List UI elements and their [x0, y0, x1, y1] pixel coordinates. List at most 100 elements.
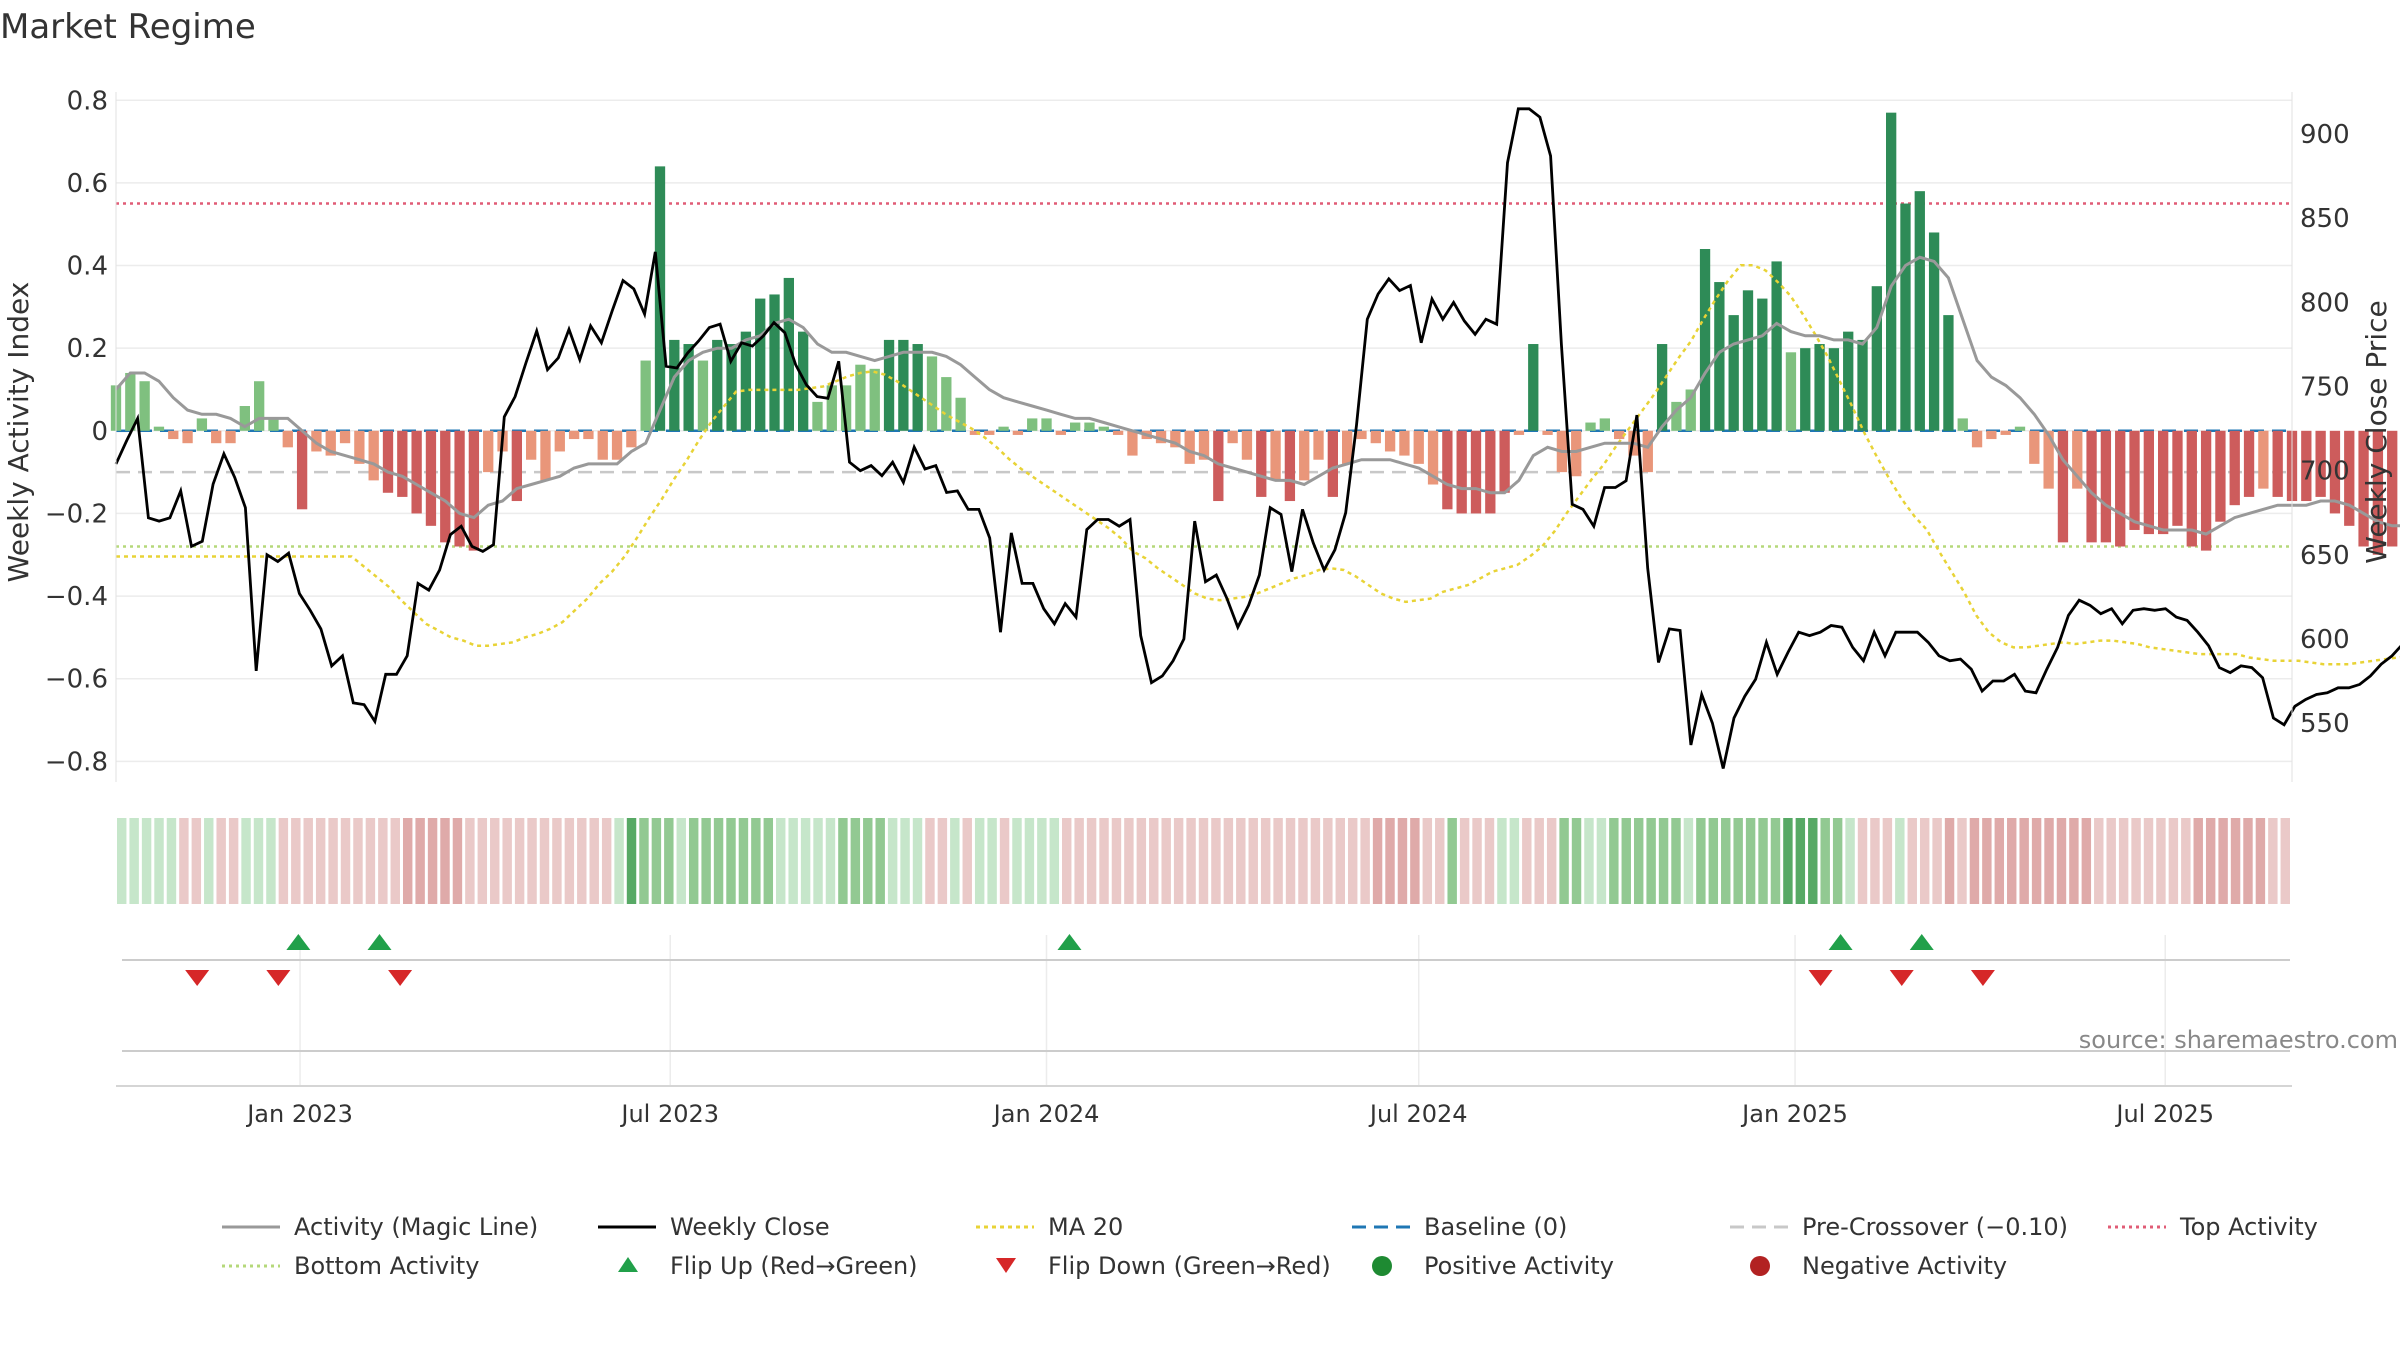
activity-bar	[783, 277, 794, 431]
regime-cell	[1633, 818, 1644, 904]
regime-cell	[974, 818, 985, 904]
activity-bar	[869, 368, 880, 431]
activity-bar	[697, 360, 709, 431]
regime-cell	[1049, 818, 1060, 904]
regime-cell	[950, 818, 960, 904]
regime-cell	[291, 818, 301, 904]
regime-cell	[228, 818, 239, 904]
regime-cell	[713, 818, 724, 904]
regime-cell	[1534, 818, 1544, 904]
regime-cell	[303, 818, 313, 904]
regime-cell	[490, 818, 500, 904]
regime-cell	[2044, 818, 2054, 904]
axes: 0.8 0.6 0.4 0.2 0 −0.2 −0.4 −0.6 −0.8 900 850 800 75…	[45, 86, 2350, 1128]
x-tick-label: Jan 2025	[1740, 1100, 1848, 1128]
y-tick-label: 0.6	[67, 169, 108, 199]
y2-tick-label: 850	[2300, 204, 2350, 234]
regime-cell	[601, 818, 612, 904]
regime-cell	[850, 818, 861, 904]
activity-magic-line	[114, 255, 2400, 536]
activity-bar	[2215, 430, 2226, 522]
regime-cell	[925, 818, 935, 904]
regime-cell	[378, 818, 388, 904]
regime-cell	[1671, 818, 1681, 904]
activity-bar	[826, 385, 837, 431]
activity-bar	[311, 430, 322, 452]
regime-cell	[117, 818, 127, 904]
activity-bar	[2372, 430, 2384, 555]
activity-bar	[1599, 418, 1610, 431]
x-tick-label: Jul 2025	[2114, 1100, 2214, 1128]
y-tick-label: −0.8	[45, 747, 108, 777]
activity-bar	[2115, 430, 2126, 547]
activity-bar	[2100, 430, 2112, 543]
regime-cell	[1708, 818, 1719, 904]
activity-bar	[1055, 430, 1066, 435]
regime-cell	[353, 818, 363, 904]
regime-cell	[1584, 818, 1594, 904]
legend-item: Flip Down (Green→Red)	[996, 1252, 1331, 1280]
regime-cell	[676, 818, 686, 904]
legend-label: Flip Down (Green→Red)	[1048, 1252, 1331, 1280]
y-tick-label: 0.2	[67, 334, 108, 364]
regime-cell	[2243, 818, 2253, 904]
regime-cell	[440, 818, 450, 904]
activity-bar	[225, 430, 236, 444]
regime-cell	[1733, 818, 1743, 904]
legend-item: Weekly Close	[598, 1213, 830, 1241]
x-tick-label: Jul 2023	[619, 1100, 719, 1128]
flip-down-marker	[266, 970, 291, 986]
activity-bar	[712, 339, 723, 431]
activity-bar	[683, 344, 694, 431]
regime-cell	[1957, 818, 1967, 904]
regime-cell	[987, 818, 997, 904]
legend-item: MA 20	[976, 1213, 1123, 1241]
regime-cell	[912, 818, 923, 904]
regime-cell	[1086, 818, 1097, 904]
activity-bar	[2344, 430, 2355, 526]
regime-cell	[502, 818, 512, 904]
regime-cell	[2069, 818, 2079, 904]
regime-cell	[315, 818, 326, 904]
activity-bar	[554, 430, 565, 452]
regime-cell	[738, 818, 749, 904]
activity-bar	[2086, 430, 2097, 543]
activity-bar	[1198, 430, 1210, 460]
regime-cell	[179, 818, 189, 904]
activity-bar	[1427, 430, 1439, 485]
regime-cell	[825, 818, 836, 904]
legend-swatch	[1372, 1256, 1392, 1276]
activity-bar	[926, 356, 938, 431]
activity-bar	[239, 406, 250, 431]
activity-bar	[1098, 426, 1109, 431]
activity-bar	[597, 430, 608, 460]
regime-cell	[1745, 818, 1756, 904]
activity-bar	[2186, 430, 2197, 547]
activity-bar	[2272, 430, 2283, 497]
regime-cell	[477, 818, 488, 904]
activity-bar	[1886, 112, 1897, 431]
legend-swatch	[1750, 1256, 1770, 1276]
regime-cell	[763, 818, 774, 904]
activity-bar	[526, 430, 537, 460]
regime-cell	[664, 818, 674, 904]
activity-bar	[1800, 348, 1811, 431]
regime-cell	[1149, 818, 1159, 904]
regime-cell	[962, 818, 972, 904]
grid	[116, 99, 2292, 1085]
regime-cell	[1298, 818, 1308, 904]
activity-bar	[1943, 315, 1954, 431]
regime-cell	[1323, 818, 1333, 904]
activity-bar	[912, 344, 923, 431]
legend-label: Flip Up (Red→Green)	[670, 1252, 918, 1280]
activity-bar	[740, 331, 752, 431]
activity-bar	[1614, 430, 1625, 440]
regime-cell	[2118, 818, 2129, 904]
legend-item: Activity (Magic Line)	[222, 1213, 538, 1241]
regime-cell	[1609, 818, 1619, 904]
activity-bar	[1900, 203, 1911, 431]
flip-down-marker	[388, 970, 413, 986]
activity-bar	[1112, 430, 1124, 435]
activity-bar	[769, 294, 780, 431]
y-tick-label: −0.4	[45, 582, 108, 612]
